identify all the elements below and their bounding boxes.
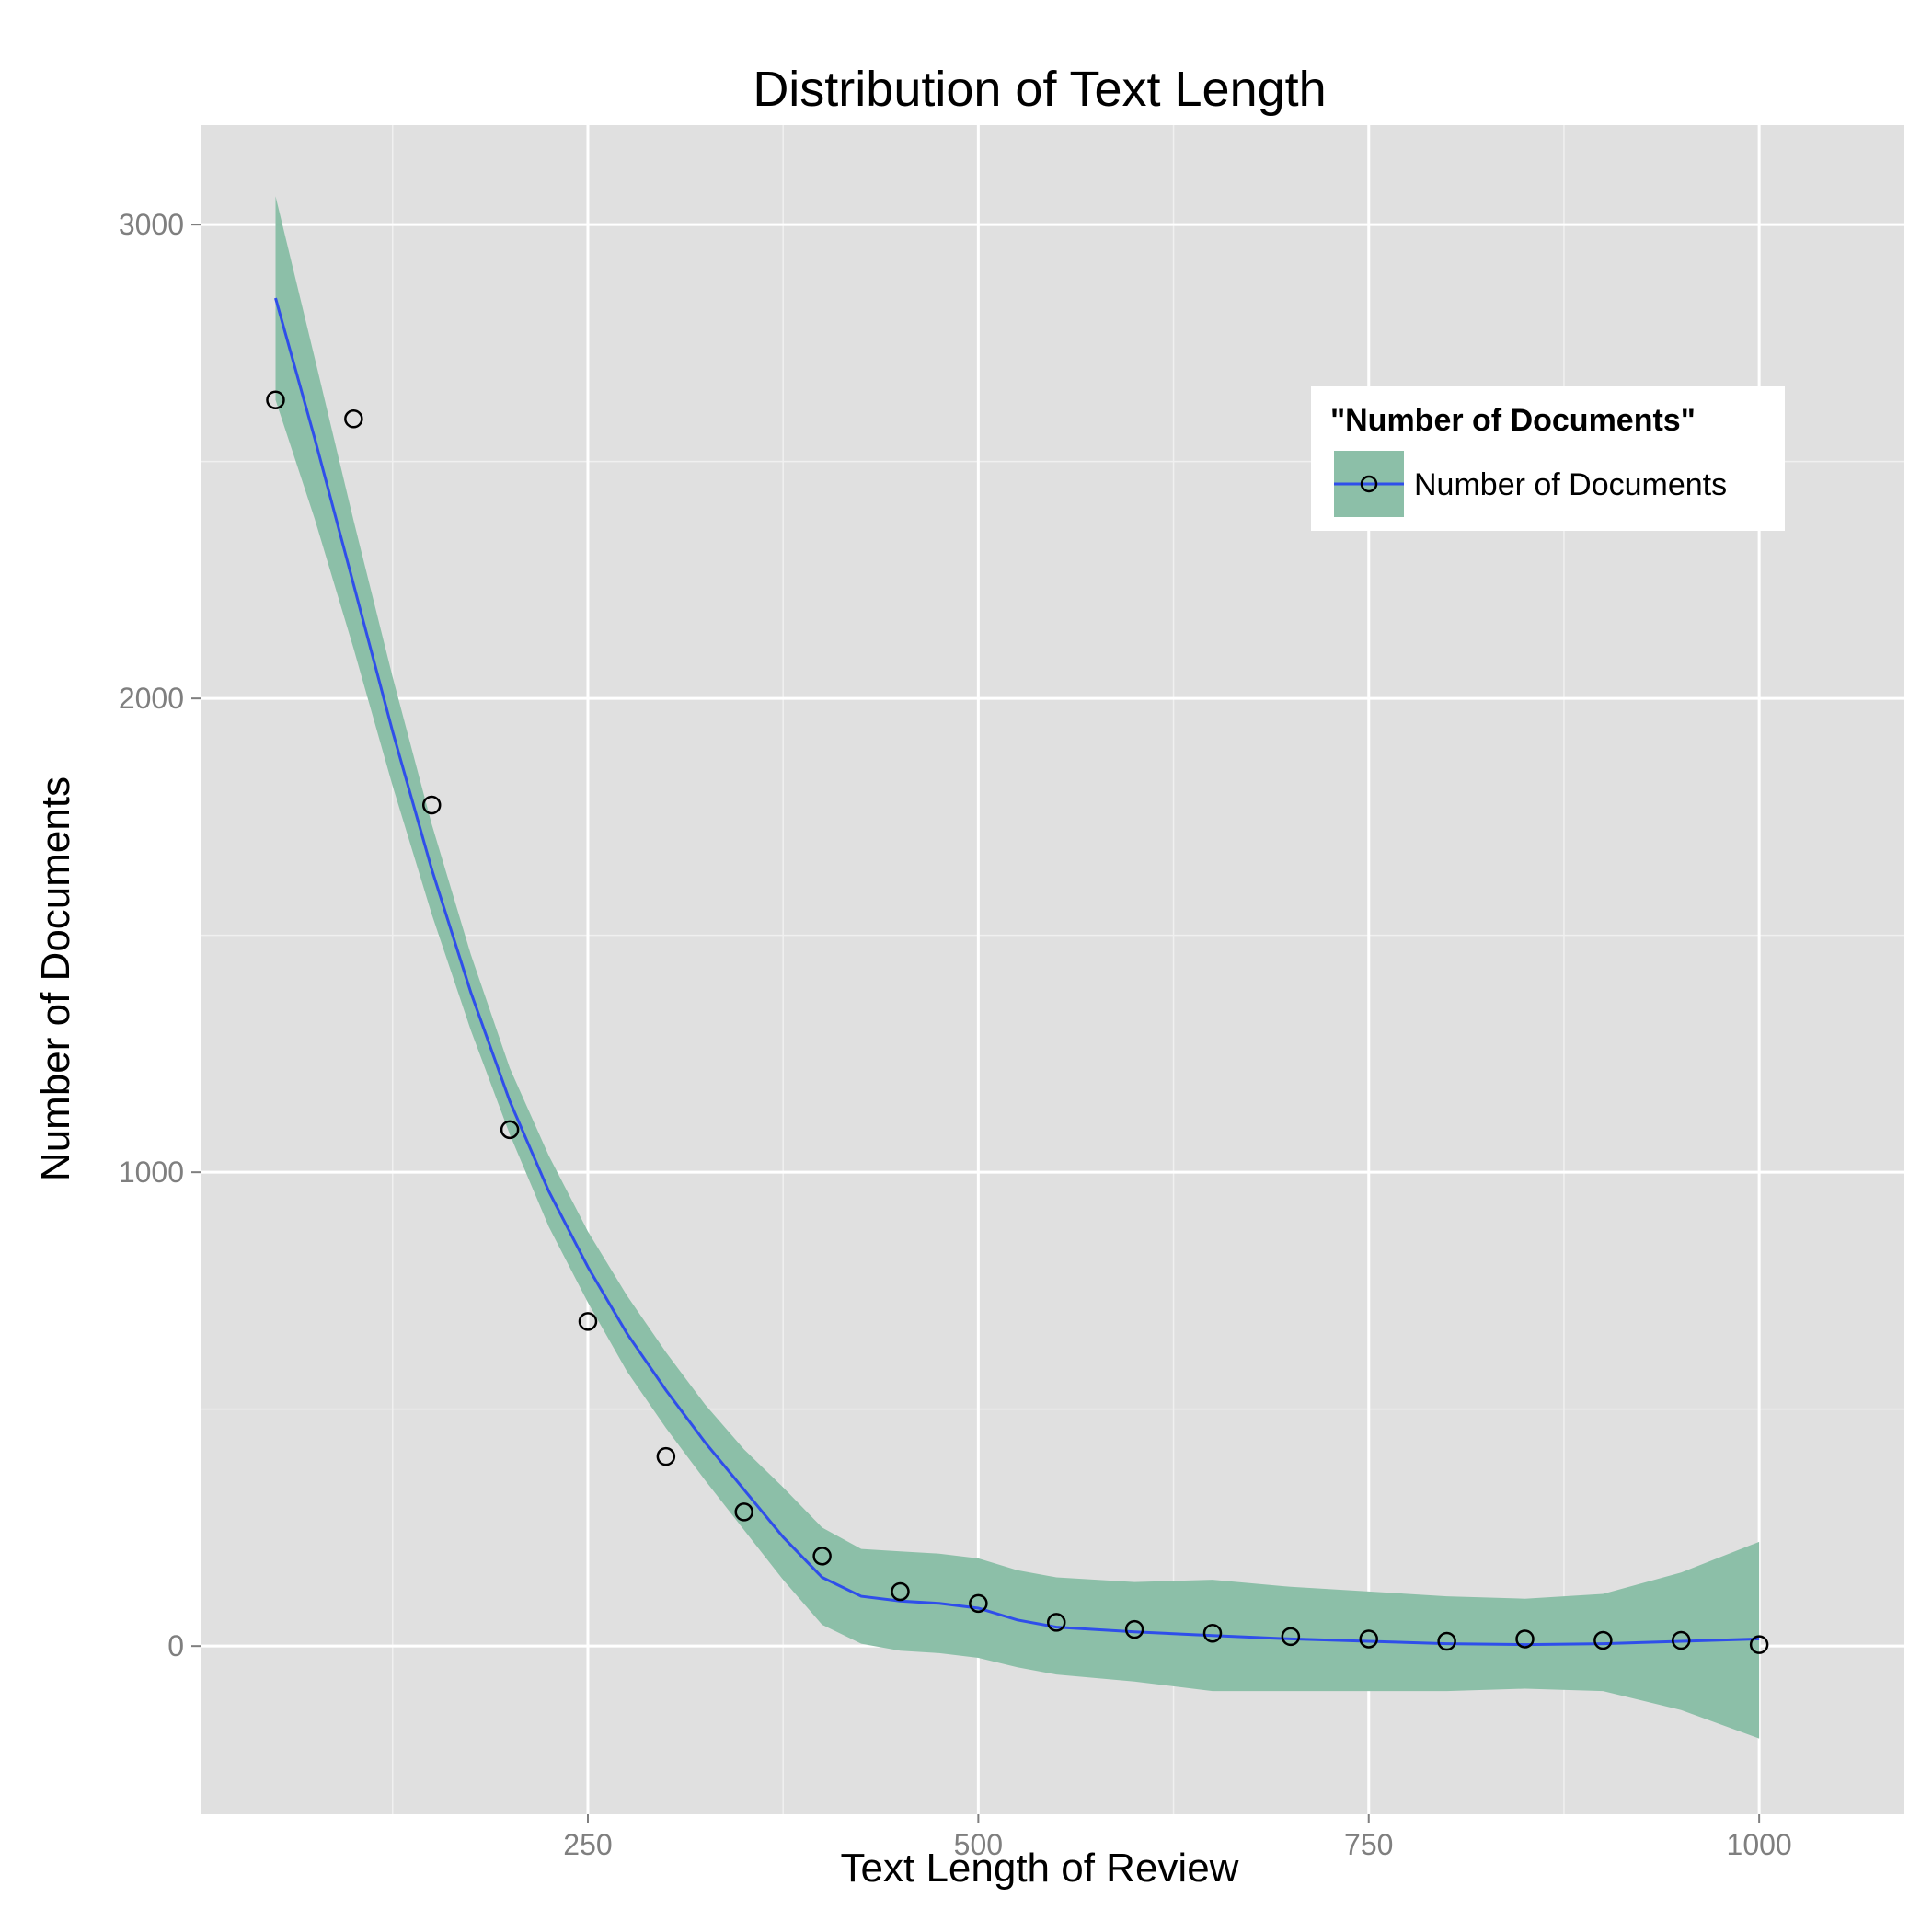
y-axis-title: Number of Documents <box>33 776 78 1181</box>
smooth-line <box>274 297 1760 1647</box>
data-point <box>812 1547 832 1566</box>
data-point <box>1202 1624 1223 1643</box>
x-tick-label: 500 <box>954 1828 1003 1861</box>
data-point <box>1515 1629 1535 1649</box>
legend-key-point <box>1360 475 1378 493</box>
legend-entry-label: Number of Documents <box>1414 467 1727 502</box>
data-point <box>969 1593 988 1614</box>
data-point <box>1672 1630 1691 1650</box>
y-tick-label: 1000 <box>119 1156 184 1189</box>
data-point <box>891 1581 910 1602</box>
y-tick-label: 0 <box>167 1629 184 1662</box>
data-point <box>734 1502 753 1522</box>
x-tick-label: 250 <box>563 1828 612 1861</box>
x-axis-ticks: 250 500 750 1000 <box>563 1814 1792 1861</box>
y-tick-label: 3000 <box>119 208 184 241</box>
x-tick-label: 1000 <box>1727 1828 1792 1861</box>
data-point <box>1749 1635 1769 1654</box>
legend: "Number of Documents" Number of Document… <box>1311 386 1785 531</box>
data-point <box>1281 1627 1301 1647</box>
data-points <box>266 390 1769 1654</box>
chart-title: Distribution of Text Length <box>753 62 1326 117</box>
x-tick-label: 750 <box>1344 1828 1393 1861</box>
data-point <box>421 795 442 815</box>
data-point <box>344 409 363 429</box>
legend-title: "Number of Documents" <box>1330 403 1696 438</box>
data-point <box>1437 1631 1456 1651</box>
data-point <box>1593 1630 1613 1650</box>
data-point <box>578 1312 598 1331</box>
y-tick-label: 2000 <box>119 682 184 715</box>
data-point <box>1124 1619 1144 1639</box>
data-point <box>656 1446 676 1466</box>
data-point <box>1359 1629 1378 1649</box>
confidence-ribbon <box>275 196 1760 1739</box>
y-axis-ticks: 0 1000 2000 3000 <box>119 208 201 1662</box>
data-point <box>1046 1613 1066 1632</box>
data-point <box>266 390 285 409</box>
data-point <box>500 1120 520 1140</box>
x-axis-title: Text Length of Review <box>841 1846 1239 1891</box>
